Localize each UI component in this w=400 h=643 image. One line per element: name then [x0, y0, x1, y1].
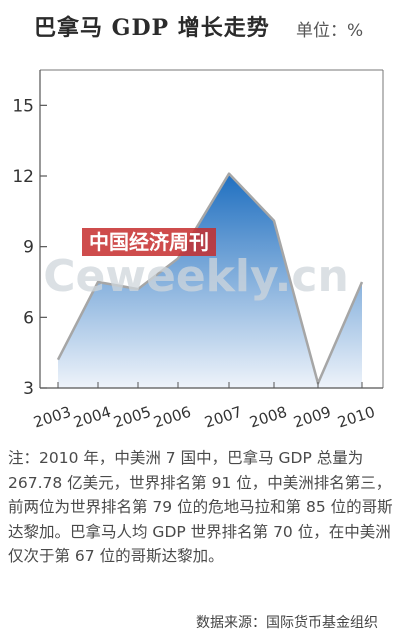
x-tick-label-2005: 2005	[111, 403, 153, 432]
chart-header: 巴拿马 GDP 增长走势 单位：%	[0, 8, 400, 44]
data-source: 数据来源：国际货币基金组织	[196, 615, 378, 631]
y-tick-label-9: 9	[23, 238, 34, 258]
y-tick-label-15: 15	[12, 96, 34, 116]
watermark: 中国经济周刊 Ceweekly.cn	[43, 228, 349, 302]
y-tick-label-6: 6	[23, 308, 34, 328]
gdp-growth-chart: 中国经济周刊 Ceweekly.cn 369121520032004200520…	[12, 69, 384, 432]
x-tick-label-2004: 2004	[71, 403, 113, 432]
watermark-banner	[82, 228, 216, 256]
gdp-area	[58, 173, 362, 388]
x-tick-label-2007: 2007	[202, 403, 244, 432]
watermark-chinese: 中国经济周刊	[89, 230, 209, 254]
x-tick-label-2006: 2006	[151, 403, 193, 432]
chart-title: 巴拿马 GDP 增长走势	[34, 15, 270, 41]
footnote: 注：2010 年，中美洲 7 国中，巴拿马 GDP 总量为 267.78 亿美元…	[8, 449, 393, 565]
watermark-brand: Ceweekly.cn	[43, 251, 349, 302]
y-tick-label-3: 3	[23, 379, 34, 399]
y-tick-label-12: 12	[12, 167, 34, 187]
x-tick-label-2008: 2008	[247, 403, 289, 432]
unit-label: 单位：%	[296, 21, 364, 41]
x-tick-label-2009: 2009	[291, 403, 333, 432]
x-tick-label-2003: 2003	[31, 403, 73, 432]
x-tick-label-2010: 2010	[335, 403, 377, 432]
gdp-line	[56, 172, 364, 385]
